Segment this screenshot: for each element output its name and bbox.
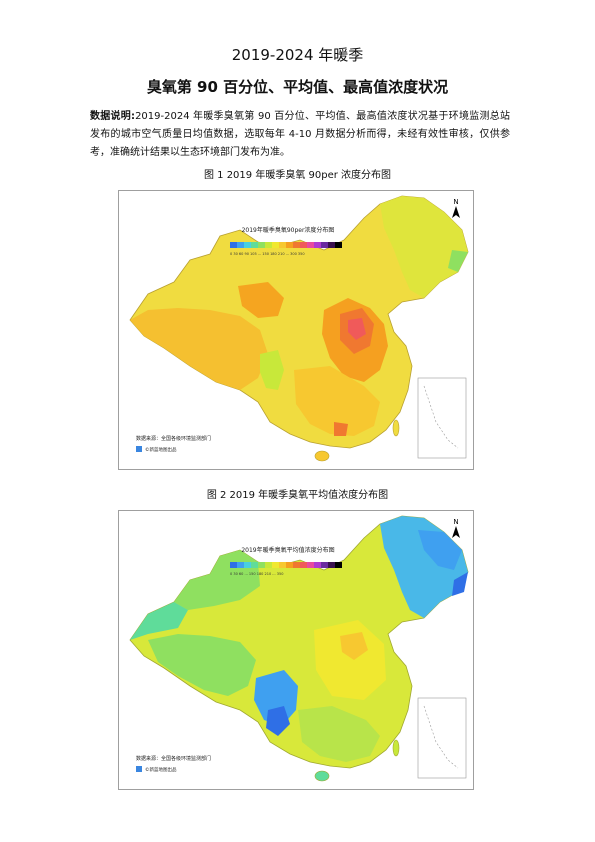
legend-swatch: [279, 242, 286, 248]
legend-swatch: [265, 242, 272, 248]
legend-swatch: [258, 242, 265, 248]
legend-swatch: [314, 242, 321, 248]
document-title: 2019-2024 年暖季: [231, 46, 364, 64]
legend-swatch: [244, 562, 251, 568]
figure-2-logo-icon: [136, 766, 142, 772]
description-text: 2019-2024 年暖季臭氧第 90 百分位、平均值、最高值浓度状况基于环境监…: [90, 111, 510, 158]
legend-swatch: [244, 242, 251, 248]
legend-swatch: [286, 562, 293, 568]
legend-swatch: [300, 242, 307, 248]
figure-1-map-title: 2019年暖季臭氧90per浓度分布图: [242, 226, 335, 234]
legend-swatch: [258, 562, 265, 568]
legend-swatch: [321, 562, 328, 568]
legend-swatch: [300, 562, 307, 568]
figure-2-logo-text: ©新蓝地图出品: [145, 766, 177, 773]
figure-1-map: 2019年暖季臭氧90per浓度分布图 0 30 60 90 105 ... 1…: [118, 190, 474, 470]
figure-2-caption: 图 2 2019 年暖季臭氧平均值浓度分布图: [206, 490, 389, 501]
legend-swatch: [237, 242, 244, 248]
figure-1-logo-icon: [136, 446, 142, 452]
legend-swatch: [321, 242, 328, 248]
legend-swatch: [286, 242, 293, 248]
svg-text:N: N: [453, 518, 458, 526]
legend-swatch: [272, 242, 279, 248]
svg-text:N: N: [453, 198, 458, 206]
legend-swatch: [335, 242, 342, 248]
legend-swatch: [307, 562, 314, 568]
legend-swatch: [307, 242, 314, 248]
legend-swatch: [328, 242, 335, 248]
north-arrow-icon: N: [452, 198, 460, 218]
figure-2-map-title: 2019年暖季臭氧平均值浓度分布图: [241, 546, 334, 554]
data-description: 数据说明:2019-2024 年暖季臭氧第 90 百分位、平均值、最高值浓度状况…: [90, 108, 510, 162]
figure-1-caption: 图 1 2019 年暖季臭氧 90per 浓度分布图: [203, 170, 392, 181]
figure-1-source: 数据来源：全国各级环境监测部门: [136, 435, 211, 442]
legend-swatch: [265, 562, 272, 568]
figure-2-legend-ticks: 0 30 60 ... 150 180 210 ... 350: [230, 572, 283, 576]
legend-swatch: [230, 562, 237, 568]
figure-2-map: 2019年暖季臭氧平均值浓度分布图 0 30 60 ... 150 180 21…: [118, 510, 474, 790]
figure-1-legend: [230, 242, 342, 248]
document-subtitle: 臭氧第 90 百分位、平均值、最高值浓度状况: [146, 78, 449, 96]
legend-swatch: [293, 242, 300, 248]
description-label: 数据说明:: [90, 111, 136, 122]
legend-swatch: [251, 242, 258, 248]
north-arrow-icon: N: [452, 518, 460, 538]
legend-swatch: [314, 562, 321, 568]
legend-swatch: [328, 562, 335, 568]
legend-swatch: [237, 562, 244, 568]
legend-swatch: [279, 562, 286, 568]
figure-1-logo-text: ©新蓝地图出品: [145, 446, 177, 453]
figure-2-legend: [230, 562, 342, 568]
figure-2-source: 数据来源：全国各级环境监测部门: [136, 755, 211, 762]
figure-1-legend-ticks: 0 30 60 90 105 ... 150 180 210 ... 300 3…: [230, 252, 305, 256]
legend-swatch: [335, 562, 342, 568]
legend-swatch: [251, 562, 258, 568]
legend-swatch: [293, 562, 300, 568]
legend-swatch: [230, 242, 237, 248]
legend-swatch: [272, 562, 279, 568]
